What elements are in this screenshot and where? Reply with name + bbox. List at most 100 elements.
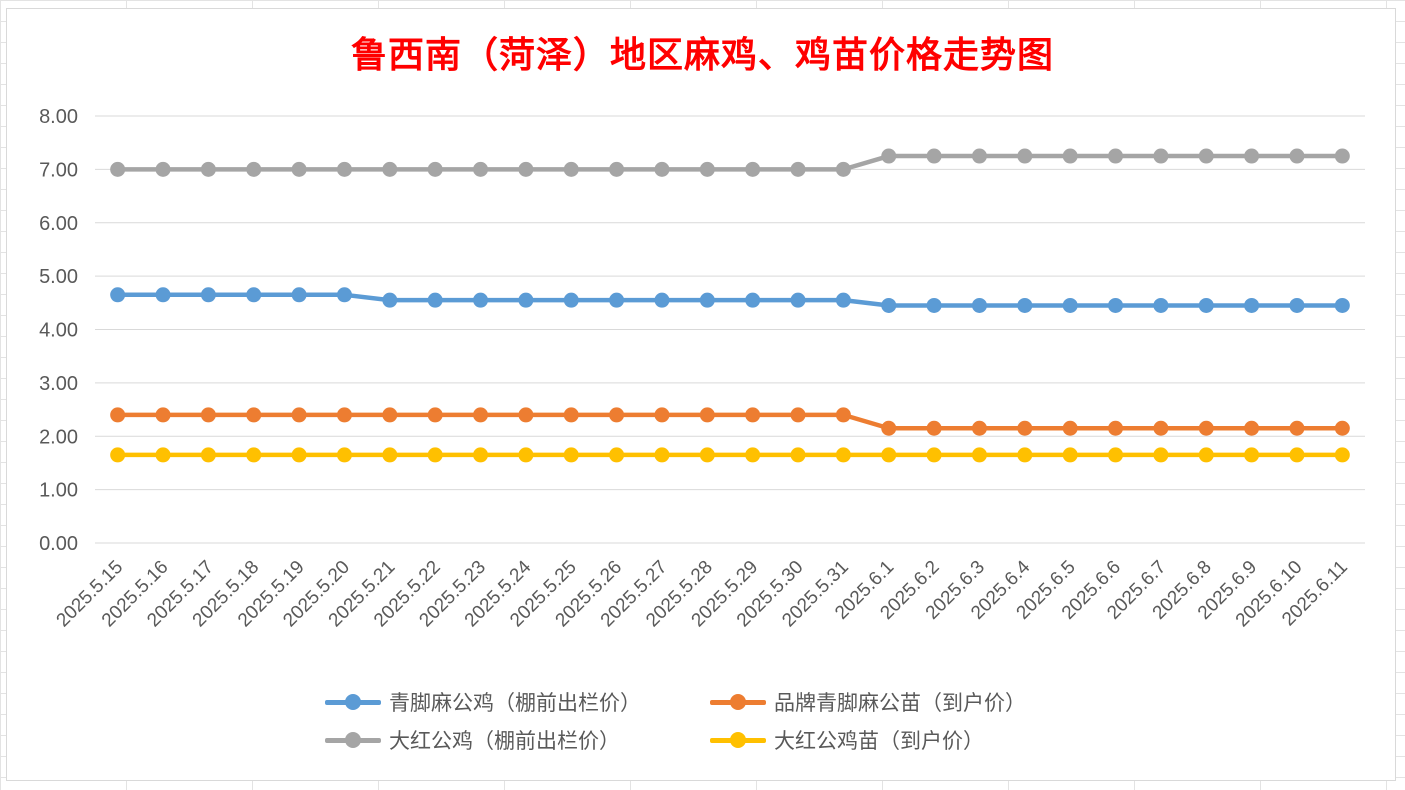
data-point-dahong-rooster[interactable]: [654, 161, 670, 177]
data-point-qingjiao-rooster[interactable]: [1153, 297, 1169, 313]
data-point-dahong-rooster[interactable]: [1334, 148, 1350, 164]
data-point-qingjiao-rooster[interactable]: [654, 292, 670, 308]
data-point-dahong-chick[interactable]: [835, 447, 851, 463]
data-point-dahong-rooster[interactable]: [699, 161, 715, 177]
legend-entry-brand-qingjiao-chick[interactable]: 品牌青脚麻公苗（到户价）: [710, 686, 1110, 718]
data-point-dahong-chick[interactable]: [246, 447, 262, 463]
data-point-brand-qingjiao-chick[interactable]: [881, 420, 897, 436]
data-point-qingjiao-rooster[interactable]: [1108, 297, 1124, 313]
data-point-dahong-rooster[interactable]: [745, 161, 761, 177]
data-point-dahong-chick[interactable]: [473, 447, 489, 463]
data-point-dahong-rooster[interactable]: [382, 161, 398, 177]
data-point-brand-qingjiao-chick[interactable]: [246, 407, 262, 423]
data-point-qingjiao-rooster[interactable]: [110, 287, 126, 303]
data-point-qingjiao-rooster[interactable]: [427, 292, 443, 308]
data-point-brand-qingjiao-chick[interactable]: [382, 407, 398, 423]
data-point-brand-qingjiao-chick[interactable]: [1108, 420, 1124, 436]
data-point-dahong-rooster[interactable]: [835, 161, 851, 177]
data-point-dahong-chick[interactable]: [790, 447, 806, 463]
data-point-dahong-chick[interactable]: [1198, 447, 1214, 463]
data-point-brand-qingjiao-chick[interactable]: [336, 407, 352, 423]
legend-entry-qingjiao-rooster[interactable]: 青脚麻公鸡（棚前出栏价）: [325, 686, 710, 718]
data-point-dahong-rooster[interactable]: [1153, 148, 1169, 164]
data-point-qingjiao-rooster[interactable]: [246, 287, 262, 303]
data-point-dahong-chick[interactable]: [382, 447, 398, 463]
data-point-qingjiao-rooster[interactable]: [835, 292, 851, 308]
data-point-dahong-rooster[interactable]: [155, 161, 171, 177]
chart-area[interactable]: [6, 8, 1396, 781]
data-point-brand-qingjiao-chick[interactable]: [155, 407, 171, 423]
data-point-dahong-rooster[interactable]: [110, 161, 126, 177]
data-point-qingjiao-rooster[interactable]: [699, 292, 715, 308]
data-point-brand-qingjiao-chick[interactable]: [518, 407, 534, 423]
data-point-qingjiao-rooster[interactable]: [473, 292, 489, 308]
data-point-qingjiao-rooster[interactable]: [1062, 297, 1078, 313]
data-point-brand-qingjiao-chick[interactable]: [1289, 420, 1305, 436]
data-point-dahong-rooster[interactable]: [336, 161, 352, 177]
data-point-dahong-rooster[interactable]: [518, 161, 534, 177]
data-point-dahong-chick[interactable]: [291, 447, 307, 463]
data-point-brand-qingjiao-chick[interactable]: [971, 420, 987, 436]
data-point-dahong-chick[interactable]: [427, 447, 443, 463]
data-point-dahong-chick[interactable]: [926, 447, 942, 463]
data-point-qingjiao-rooster[interactable]: [745, 292, 761, 308]
data-point-brand-qingjiao-chick[interactable]: [1244, 420, 1260, 436]
data-point-brand-qingjiao-chick[interactable]: [1334, 420, 1350, 436]
data-point-brand-qingjiao-chick[interactable]: [699, 407, 715, 423]
legend-entry-dahong-chick[interactable]: 大红公鸡苗（到户价）: [710, 724, 1110, 756]
data-point-brand-qingjiao-chick[interactable]: [745, 407, 761, 423]
data-point-dahong-chick[interactable]: [336, 447, 352, 463]
data-point-qingjiao-rooster[interactable]: [609, 292, 625, 308]
data-point-brand-qingjiao-chick[interactable]: [926, 420, 942, 436]
data-point-qingjiao-rooster[interactable]: [1017, 297, 1033, 313]
data-point-dahong-chick[interactable]: [563, 447, 579, 463]
data-point-qingjiao-rooster[interactable]: [926, 297, 942, 313]
data-point-dahong-rooster[interactable]: [246, 161, 262, 177]
data-point-dahong-rooster[interactable]: [881, 148, 897, 164]
data-point-dahong-rooster[interactable]: [790, 161, 806, 177]
data-point-brand-qingjiao-chick[interactable]: [835, 407, 851, 423]
data-point-brand-qingjiao-chick[interactable]: [200, 407, 216, 423]
data-point-brand-qingjiao-chick[interactable]: [427, 407, 443, 423]
data-point-qingjiao-rooster[interactable]: [1289, 297, 1305, 313]
data-point-brand-qingjiao-chick[interactable]: [654, 407, 670, 423]
data-point-dahong-chick[interactable]: [699, 447, 715, 463]
data-point-dahong-rooster[interactable]: [971, 148, 987, 164]
data-point-dahong-chick[interactable]: [881, 447, 897, 463]
data-point-qingjiao-rooster[interactable]: [336, 287, 352, 303]
data-point-dahong-rooster[interactable]: [1289, 148, 1305, 164]
data-point-qingjiao-rooster[interactable]: [1334, 297, 1350, 313]
data-point-dahong-rooster[interactable]: [1108, 148, 1124, 164]
data-point-dahong-rooster[interactable]: [473, 161, 489, 177]
data-point-dahong-chick[interactable]: [609, 447, 625, 463]
data-point-dahong-rooster[interactable]: [563, 161, 579, 177]
data-point-dahong-rooster[interactable]: [291, 161, 307, 177]
data-point-dahong-chick[interactable]: [155, 447, 171, 463]
data-point-dahong-chick[interactable]: [1289, 447, 1305, 463]
data-point-dahong-chick[interactable]: [745, 447, 761, 463]
data-point-qingjiao-rooster[interactable]: [291, 287, 307, 303]
data-point-brand-qingjiao-chick[interactable]: [1062, 420, 1078, 436]
data-point-brand-qingjiao-chick[interactable]: [291, 407, 307, 423]
data-point-qingjiao-rooster[interactable]: [563, 292, 579, 308]
data-point-dahong-rooster[interactable]: [200, 161, 216, 177]
data-point-qingjiao-rooster[interactable]: [790, 292, 806, 308]
data-point-dahong-chick[interactable]: [1244, 447, 1260, 463]
data-point-dahong-chick[interactable]: [654, 447, 670, 463]
data-point-dahong-chick[interactable]: [518, 447, 534, 463]
legend-entry-dahong-rooster[interactable]: 大红公鸡（棚前出栏价）: [325, 724, 710, 756]
data-point-brand-qingjiao-chick[interactable]: [563, 407, 579, 423]
data-point-dahong-chick[interactable]: [1334, 447, 1350, 463]
data-point-brand-qingjiao-chick[interactable]: [473, 407, 489, 423]
data-point-qingjiao-rooster[interactable]: [1198, 297, 1214, 313]
data-point-brand-qingjiao-chick[interactable]: [110, 407, 126, 423]
data-point-qingjiao-rooster[interactable]: [200, 287, 216, 303]
data-point-dahong-rooster[interactable]: [609, 161, 625, 177]
data-point-qingjiao-rooster[interactable]: [155, 287, 171, 303]
data-point-qingjiao-rooster[interactable]: [881, 297, 897, 313]
data-point-qingjiao-rooster[interactable]: [382, 292, 398, 308]
data-point-dahong-chick[interactable]: [1062, 447, 1078, 463]
data-point-dahong-chick[interactable]: [1017, 447, 1033, 463]
data-point-dahong-rooster[interactable]: [1244, 148, 1260, 164]
data-point-brand-qingjiao-chick[interactable]: [1198, 420, 1214, 436]
